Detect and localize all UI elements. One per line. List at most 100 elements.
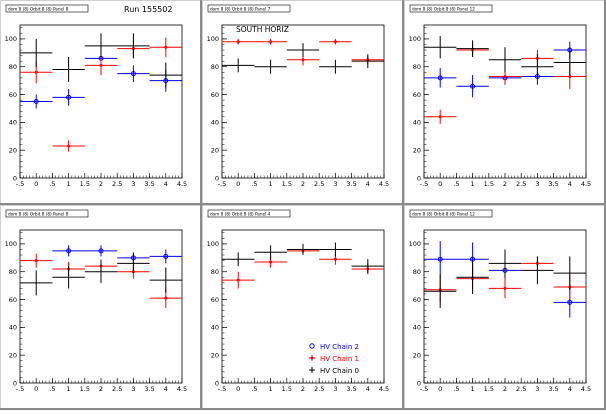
title-text: dom 8 (8) Orbit 8 (8) Panel 7 — [210, 7, 271, 12]
data-point — [84, 33, 118, 59]
x-tick-label: 1.5 — [80, 180, 90, 188]
data-point — [456, 40, 489, 57]
x-tick-label: 2.5 — [314, 180, 324, 188]
marker-circle — [66, 94, 72, 100]
x-tick-label: 3 — [535, 180, 539, 188]
y-tick-label: 100 — [5, 240, 17, 248]
y-tick-label: 60 — [413, 91, 421, 99]
panel-title: dom 8 (8) Orbit 8 (8) Panel 8 — [5, 4, 89, 13]
y-tick-label: 0 — [417, 174, 421, 182]
x-tick-label: 1.5 — [282, 385, 292, 393]
panel-3-plot: dom 8 (8) Orbit 8 (8) Panel 12-.5 0.5 1 1.5… — [404, 0, 606, 205]
x-tick-label: .5 — [49, 385, 55, 393]
y-tick-label: 0 — [215, 379, 219, 387]
marker-circle — [470, 83, 476, 89]
data-point — [222, 271, 255, 289]
y-tick-label: 40 — [211, 324, 219, 332]
x-tick-label: -.5 — [420, 180, 429, 188]
y-tick-label: 40 — [413, 119, 421, 127]
x-tick-label: 2 — [301, 180, 305, 188]
marker-star — [503, 286, 507, 290]
x-tick-label: 3 — [333, 180, 337, 188]
x-tick-label: 1.5 — [484, 180, 494, 188]
marker-star — [99, 63, 103, 67]
legend-item: HV Chain 2 — [309, 343, 359, 351]
marker-star — [333, 40, 337, 44]
panel-5: dom 8 (8) Orbit 8 (8) Panel 4 -.5 0.5 1 1.5 2… — [202, 205, 404, 410]
x-tick-label: 4 — [164, 180, 168, 188]
data-point — [553, 50, 586, 76]
marker-star — [269, 260, 273, 264]
legend-label: HV Chain 1 — [320, 355, 359, 363]
y-tick-label: 20 — [413, 146, 421, 154]
marker-star — [164, 45, 168, 49]
legend-item: HV Chain 0 — [309, 367, 359, 375]
y-tick-label: 20 — [9, 146, 17, 154]
x-tick-label: -.5 — [218, 385, 227, 393]
data-point — [424, 274, 457, 308]
pad-background — [202, 0, 404, 205]
data-point — [149, 249, 182, 264]
marker-circle — [130, 71, 136, 77]
y-tick-label: 40 — [9, 324, 17, 332]
data-point — [286, 54, 320, 66]
y-tick-label: 100 — [207, 35, 219, 43]
x-tick-label: -.5 — [16, 180, 25, 188]
data-point — [553, 256, 586, 290]
data-point — [286, 43, 320, 57]
data-point — [20, 94, 53, 109]
x-tick-label: 4 — [366, 385, 370, 393]
panel-title: dom 8 (8) Orbit 8 (8) Panel 4 — [207, 209, 291, 218]
marker-star — [503, 74, 507, 78]
data-point — [222, 252, 255, 267]
y-tick-label: 80 — [211, 63, 219, 71]
x-tick-label: .5 — [453, 180, 459, 188]
marker-circle — [66, 248, 72, 254]
x-tick-label: 2.5 — [516, 180, 526, 188]
y-tick-label: 20 — [211, 146, 219, 154]
panel-6: dom 8 (8) Orbit 8 (8) Panel 12 -.5 0.5 1 1.5… — [404, 205, 606, 410]
legend: HV Chain 2 HV Chain 1 HV Chain 0 — [309, 343, 359, 375]
panel-title: dom 8 (8) Orbit 8 (8) Panel 12 — [409, 4, 493, 13]
y-tick-label: 60 — [9, 296, 17, 304]
title-box — [5, 209, 89, 218]
x-tick-label: 3.5 — [346, 385, 356, 393]
marker-star — [34, 70, 38, 74]
x-tick-label: .5 — [453, 385, 459, 393]
y-tick-label: 0 — [13, 379, 17, 387]
y-tick-label: 60 — [413, 296, 421, 304]
panel-1-plot: dom 8 (8) Orbit 8 (8) Panel 8-.5 0.5 1 1.5 2… — [0, 0, 202, 205]
y-tick-label: 40 — [211, 119, 219, 127]
x-tick-label: .5 — [49, 180, 55, 188]
data-point — [254, 245, 287, 260]
title-box — [207, 209, 291, 218]
x-tick-label: 2 — [99, 385, 103, 393]
marker-circle — [437, 75, 443, 81]
marker-star — [236, 40, 240, 44]
data-point — [52, 140, 85, 152]
marker-star — [568, 74, 572, 78]
title-text: dom 8 (8) Orbit 8 (8) Panel 12 — [412, 212, 475, 217]
data-point — [222, 58, 255, 73]
data-point — [319, 38, 352, 45]
title-box — [409, 4, 493, 13]
data-point — [52, 266, 85, 289]
x-tick-label: 2 — [99, 180, 103, 188]
data-point — [319, 242, 352, 257]
x-tick-label: 3.5 — [144, 180, 154, 188]
marker-circle — [163, 253, 169, 259]
x-tick-label: 3 — [131, 385, 135, 393]
pad-background — [202, 205, 404, 410]
x-tick-label: .5 — [251, 385, 257, 393]
x-tick-label: 2.5 — [112, 180, 122, 188]
data-point — [424, 36, 457, 59]
y-tick-label: 40 — [9, 119, 17, 127]
title-text: dom 8 (8) Orbit 8 (8) Panel 12 — [412, 7, 475, 12]
legend-marker-circle — [309, 343, 315, 349]
marker-star — [164, 296, 168, 300]
marker-star — [438, 115, 442, 119]
y-tick-label: 100 — [5, 35, 17, 43]
x-tick-label: -.5 — [218, 180, 227, 188]
panel-2-plot: dom 8 (8) Orbit 8 (8) Panel 7-.5 0.5 1 1.5 2… — [202, 0, 404, 205]
x-tick-label: 0 — [34, 180, 38, 188]
